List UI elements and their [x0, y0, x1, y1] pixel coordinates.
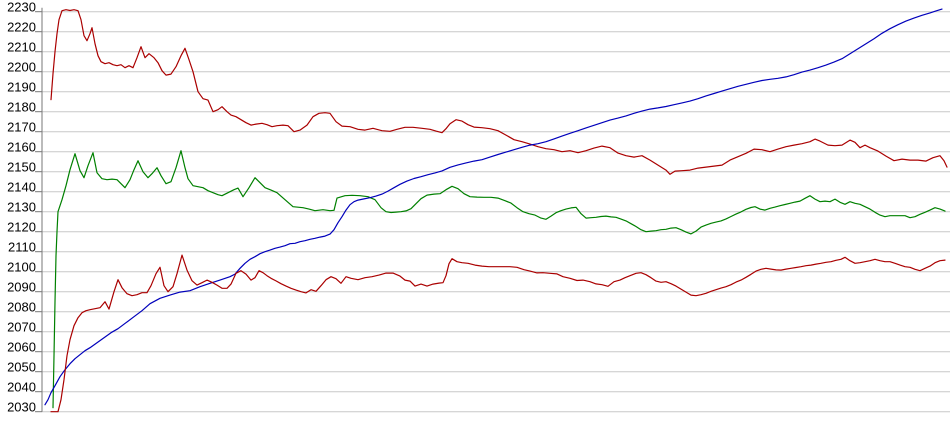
y-axis-label: 2180: [7, 100, 36, 115]
y-axis-label: 2170: [7, 120, 36, 135]
y-axis-label: 2130: [7, 200, 36, 215]
y-axis-label: 2210: [7, 40, 36, 55]
y-axis-label: 2160: [7, 140, 36, 155]
y-axis-label: 2030: [7, 400, 36, 415]
series-line-lower-red: [50, 254, 946, 413]
y-axis-label: 2220: [7, 20, 36, 35]
y-axis-label: 2140: [7, 180, 36, 195]
y-axis-label: 2100: [7, 260, 36, 275]
series-line-blue: [44, 8, 943, 406]
y-axis-label: 2200: [7, 60, 36, 75]
y-axis-label: 2070: [7, 320, 36, 335]
y-axis-label: 2110: [8, 240, 36, 255]
y-axis-label: 2230: [7, 0, 36, 15]
y-axis-label: 2060: [7, 340, 36, 355]
y-axis-label: 2040: [7, 380, 36, 395]
y-axis-label: 2190: [7, 80, 36, 95]
y-axis-label: 2120: [7, 220, 36, 235]
y-axis-label: 2050: [7, 360, 36, 375]
series-line-green: [52, 150, 946, 409]
y-axis-label: 2080: [7, 300, 36, 315]
series-line-upper-red: [50, 9, 948, 175]
y-axis-label: 2090: [7, 280, 36, 295]
y-axis-label: 2150: [7, 160, 36, 175]
